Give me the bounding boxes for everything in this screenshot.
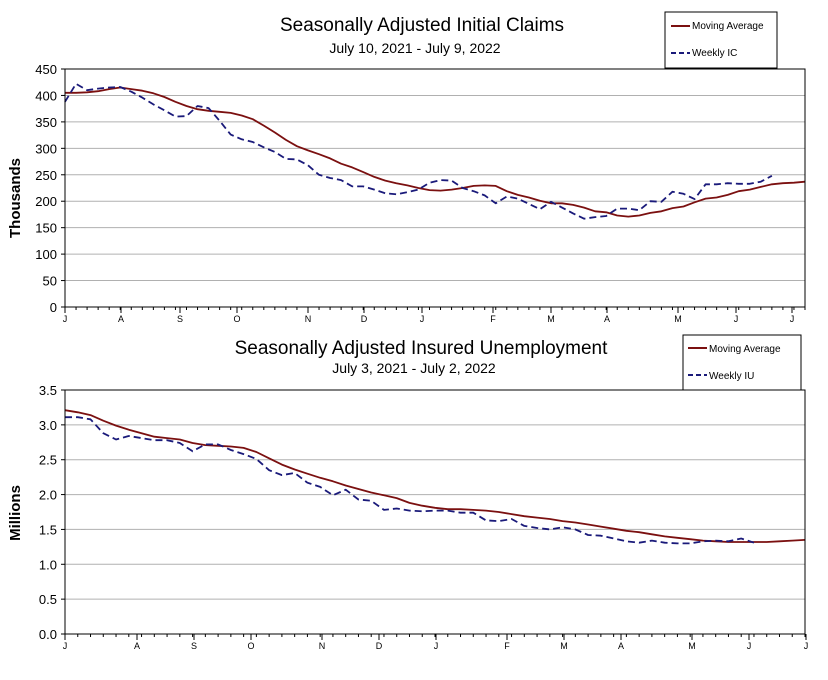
chart1-y-axis-label: Thousands (7, 158, 24, 238)
chart2-x-tick-label: S (191, 641, 197, 651)
chart2-plot-border (64, 389, 806, 635)
chart1-x-tick-label: M (547, 314, 555, 324)
chart1-subtitle: July 10, 2021 - July 9, 2022 (329, 40, 500, 56)
chart2-x-tick-label: O (247, 641, 254, 651)
chart1-y-tick-label: 100 (35, 247, 57, 262)
chart1-gridlines (65, 94, 805, 282)
chart1-y-tick-label: 150 (35, 221, 57, 236)
chart1-plot-border (64, 68, 806, 308)
chart2-x-tick-label: M (560, 641, 568, 651)
chart2-y-tick-label: 0.0 (39, 627, 57, 642)
chart2-y-ticks: 0.0 0.5 1.0 1.5 2.0 2.5 3.0 3.5 (39, 383, 65, 642)
chart-initial-claims: Seasonally Adjusted Initial Claims July … (7, 11, 806, 324)
chart2-y-tick-label: 3.0 (39, 418, 57, 433)
chart2-subtitle: July 3, 2021 - July 2, 2022 (332, 360, 496, 376)
chart1-x-tick-label: S (177, 314, 183, 324)
chart2-y-tick-label: 2.0 (39, 488, 57, 503)
chart2-legend-weekly-label: Weekly IU (709, 371, 754, 382)
chart2-x-tick-label: D (376, 641, 383, 651)
chart2-series-lines (64, 409, 806, 545)
chart2-x-tick-label: J (747, 641, 752, 651)
chart2-y-tick-label: 1.5 (39, 522, 57, 537)
chart2-y-tick-label: 1.0 (39, 557, 57, 572)
chart2-x-tick-label: A (134, 641, 140, 651)
chart2-gridlines (65, 424, 805, 600)
chart2-y-tick-label: 0.5 (39, 592, 57, 607)
chart1-x-tick-label: N (305, 314, 312, 324)
chart2-moving-average-line (64, 409, 806, 543)
chart2-x-tick-label: M (688, 641, 696, 651)
chart1-y-tick-label: 50 (43, 274, 57, 289)
chart1-y-tick-label: 400 (35, 88, 57, 103)
chart1-x-tick-label: O (233, 314, 240, 324)
chart2-y-tick-label: 3.5 (39, 383, 57, 398)
chart2-x-tick-label: A (618, 641, 624, 651)
chart1-x-tick-label: A (118, 314, 124, 324)
chart1-moving-average-line (65, 86, 806, 218)
chart1-y-tick-label: 350 (35, 115, 57, 130)
chart1-y-ticks: 0 50 100 150 200 250 300 350 400 450 (35, 62, 65, 315)
chart1-y-tick-label: 0 (50, 300, 57, 315)
chart1-x-tick-label: F (490, 314, 496, 324)
chart2-legend: Moving Average Weekly IU (682, 334, 802, 391)
chart2-legend-ma-label: Moving Average (709, 344, 781, 355)
chart1-legend: Moving Average Weekly IC (664, 11, 778, 69)
chart2-x-tick-label: J (804, 641, 809, 651)
chart1-x-tick-label: J (420, 314, 425, 324)
chart1-series-lines (64, 82, 806, 220)
chart1-x-tick-label: J (63, 314, 68, 324)
chart2-x-tick-label: J (434, 641, 439, 651)
chart-insured-unemployment: Seasonally Adjusted Insured Unemployment… (7, 334, 809, 651)
chart2-title: Seasonally Adjusted Insured Unemployment (235, 338, 609, 359)
chart2-y-tick-label: 2.5 (39, 453, 57, 468)
chart1-legend-weekly-label: Weekly IC (692, 48, 737, 59)
chart1-x-tick-label: M (674, 314, 682, 324)
chart1-x-tick-label: A (604, 314, 610, 324)
chart2-legend-box (682, 334, 802, 391)
chart1-x-tick-label: J (734, 314, 739, 324)
chart1-y-tick-label: 300 (35, 141, 57, 156)
chart1-x-tick-label: D (361, 314, 368, 324)
chart2-x-tick-label: J (63, 641, 68, 651)
chart1-x-tick-label: J (790, 314, 795, 324)
chart1-weekly-line (64, 82, 773, 220)
chart2-x-tick-label: N (319, 641, 326, 651)
chart2-x-tick-label: F (504, 641, 510, 651)
chart1-legend-box (664, 11, 778, 69)
chart2-y-axis-label: Millions (7, 485, 24, 541)
chart2-weekly-line (65, 416, 755, 545)
chart1-y-tick-label: 250 (35, 168, 57, 183)
chart1-y-tick-label: 450 (35, 62, 57, 77)
chart1-y-tick-label: 200 (35, 194, 57, 209)
chart1-legend-ma-label: Moving Average (692, 21, 764, 32)
chart1-title: Seasonally Adjusted Initial Claims (280, 15, 564, 36)
